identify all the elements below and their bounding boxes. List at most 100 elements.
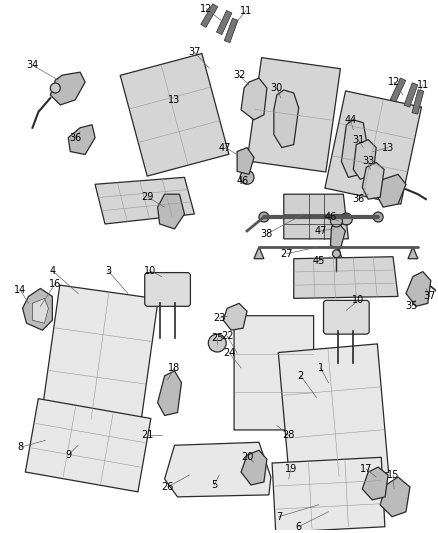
Text: 31: 31	[352, 135, 364, 144]
Text: 12: 12	[200, 4, 212, 14]
Text: 1: 1	[318, 363, 324, 373]
Text: 17: 17	[360, 464, 372, 474]
Bar	[404, 83, 418, 107]
Text: 44: 44	[344, 115, 357, 125]
Polygon shape	[254, 247, 264, 259]
Text: 25: 25	[211, 333, 223, 343]
Text: 37: 37	[188, 47, 201, 57]
Text: 32: 32	[233, 70, 245, 80]
Text: 34: 34	[26, 60, 39, 70]
Text: 2: 2	[297, 371, 304, 381]
Text: 21: 21	[141, 430, 154, 440]
Circle shape	[340, 213, 352, 225]
Polygon shape	[274, 90, 299, 148]
FancyBboxPatch shape	[120, 53, 229, 176]
Polygon shape	[408, 247, 418, 259]
Circle shape	[332, 250, 340, 258]
Text: 35: 35	[406, 301, 418, 311]
FancyBboxPatch shape	[272, 457, 385, 532]
Polygon shape	[241, 450, 267, 485]
Text: 47: 47	[219, 142, 231, 152]
Text: 30: 30	[271, 83, 283, 93]
Text: 9: 9	[65, 450, 71, 460]
Circle shape	[50, 83, 60, 93]
Polygon shape	[294, 257, 398, 298]
Text: 16: 16	[49, 279, 61, 288]
Text: 27: 27	[280, 249, 293, 259]
Polygon shape	[22, 288, 53, 330]
Bar	[201, 4, 218, 27]
Polygon shape	[333, 247, 343, 264]
Circle shape	[208, 334, 226, 352]
Polygon shape	[353, 140, 376, 179]
Circle shape	[259, 212, 269, 222]
Polygon shape	[50, 72, 85, 105]
Polygon shape	[68, 125, 95, 155]
Text: 28: 28	[283, 430, 295, 440]
Polygon shape	[237, 148, 254, 174]
Circle shape	[331, 215, 343, 227]
FancyBboxPatch shape	[324, 301, 369, 334]
Text: 13: 13	[168, 95, 180, 105]
Polygon shape	[406, 272, 431, 306]
Bar	[390, 78, 406, 102]
Text: 11: 11	[417, 80, 429, 90]
Text: 38: 38	[261, 229, 273, 239]
Polygon shape	[380, 477, 410, 516]
Text: 15: 15	[387, 470, 399, 480]
Polygon shape	[158, 371, 181, 416]
FancyBboxPatch shape	[325, 91, 421, 204]
Polygon shape	[341, 120, 366, 177]
Text: 6: 6	[296, 522, 302, 531]
Circle shape	[314, 213, 322, 221]
Bar	[224, 18, 238, 43]
Circle shape	[373, 212, 383, 222]
Text: 46: 46	[325, 212, 336, 222]
Text: 7: 7	[276, 512, 282, 522]
Text: 4: 4	[49, 265, 56, 276]
Bar	[216, 11, 232, 35]
Text: 8: 8	[18, 442, 24, 453]
Polygon shape	[223, 303, 247, 330]
Bar	[412, 90, 424, 114]
Polygon shape	[362, 467, 388, 500]
FancyBboxPatch shape	[278, 344, 389, 481]
Polygon shape	[32, 298, 48, 323]
Text: 14: 14	[14, 286, 27, 295]
Polygon shape	[284, 194, 348, 239]
Text: 26: 26	[161, 482, 174, 492]
FancyBboxPatch shape	[145, 272, 191, 306]
Text: 3: 3	[105, 265, 111, 276]
Text: 36: 36	[69, 133, 81, 143]
Text: 47: 47	[314, 226, 327, 236]
Text: 33: 33	[362, 157, 374, 166]
Text: 11: 11	[240, 6, 252, 15]
Text: 23: 23	[213, 313, 226, 323]
Text: 12: 12	[388, 77, 400, 87]
Text: 19: 19	[285, 464, 297, 474]
Polygon shape	[95, 177, 194, 224]
Text: 24: 24	[223, 348, 235, 358]
Text: 20: 20	[241, 452, 253, 462]
Text: 10: 10	[144, 265, 156, 276]
Text: 13: 13	[382, 142, 394, 152]
FancyBboxPatch shape	[247, 58, 340, 172]
Polygon shape	[376, 174, 406, 207]
Polygon shape	[362, 163, 384, 199]
Text: 37: 37	[424, 292, 436, 302]
FancyBboxPatch shape	[234, 316, 314, 430]
Text: 22: 22	[221, 331, 233, 341]
FancyBboxPatch shape	[42, 285, 158, 427]
Text: 10: 10	[352, 295, 364, 305]
FancyBboxPatch shape	[25, 399, 151, 492]
Text: 29: 29	[141, 192, 154, 202]
Text: 45: 45	[312, 256, 325, 265]
Polygon shape	[277, 470, 307, 507]
Text: 5: 5	[211, 480, 217, 490]
Text: 36: 36	[352, 194, 364, 204]
Polygon shape	[331, 223, 346, 249]
Circle shape	[240, 171, 254, 184]
Polygon shape	[158, 194, 184, 229]
Polygon shape	[165, 442, 271, 497]
Text: 46: 46	[237, 176, 249, 187]
